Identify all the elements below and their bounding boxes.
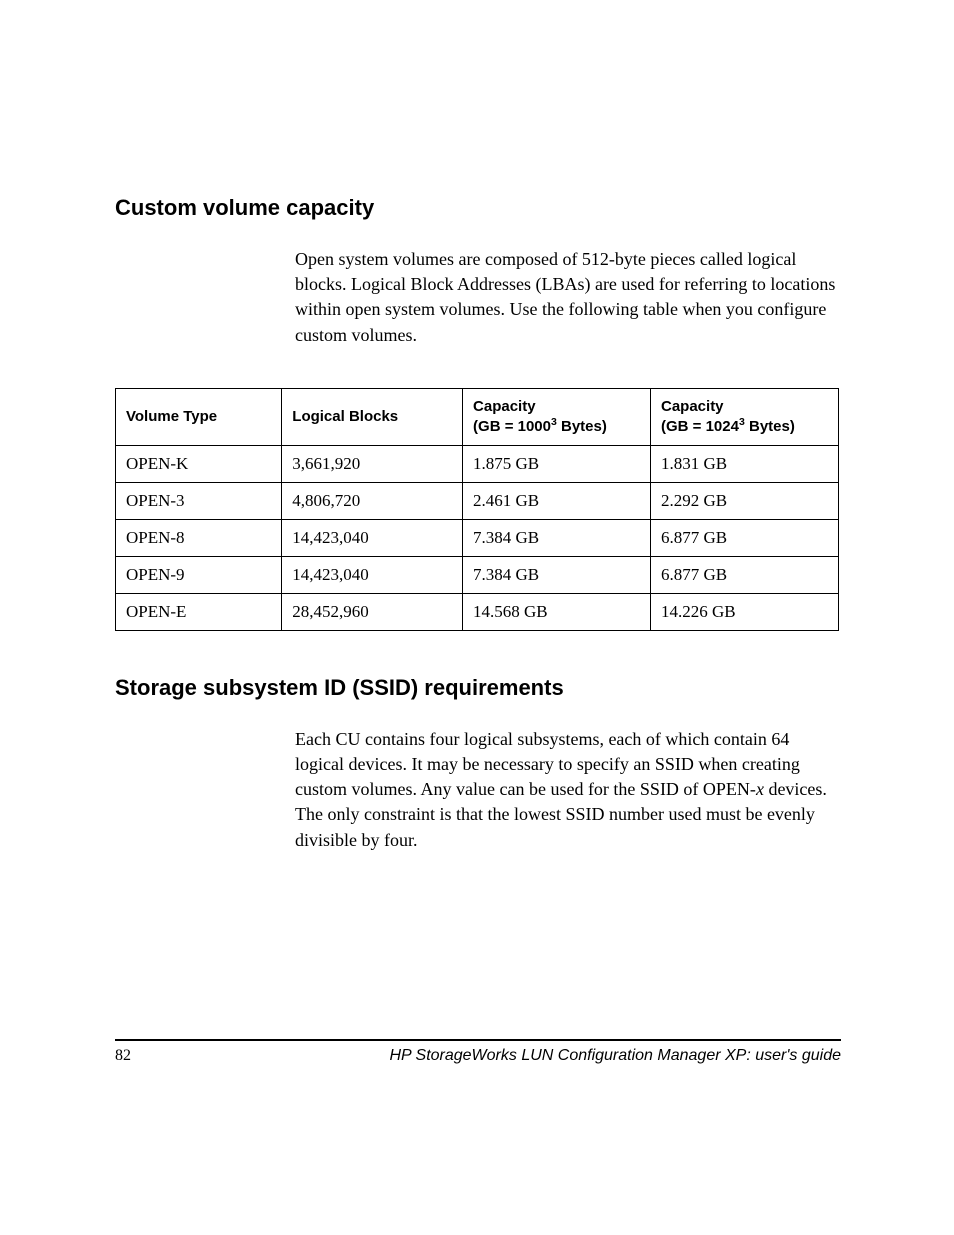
- cell-cap-1024: 14.226 GB: [651, 593, 839, 630]
- col3-formula-b: Bytes): [557, 418, 607, 435]
- para2-italic: x: [756, 779, 764, 799]
- col4-formula-b: Bytes): [745, 418, 795, 435]
- cell-cap-1024: 6.877 GB: [651, 519, 839, 556]
- table-row: OPEN-E 28,452,960 14.568 GB 14.226 GB: [116, 593, 839, 630]
- cell-cap-1000: 14.568 GB: [463, 593, 651, 630]
- cell-volume-type: OPEN-E: [116, 593, 282, 630]
- footer-rule: [115, 1039, 841, 1041]
- cell-cap-1024: 6.877 GB: [651, 556, 839, 593]
- section2-paragraph: Each CU contains four logical subsystems…: [295, 727, 839, 853]
- col-header-capacity-1000: Capacity (GB = 10003 Bytes): [463, 388, 651, 445]
- col4-prefix: Capacity: [661, 398, 724, 415]
- col3-prefix: Capacity: [473, 398, 536, 415]
- table-row: OPEN-3 4,806,720 2.461 GB 2.292 GB: [116, 482, 839, 519]
- table-row: OPEN-8 14,423,040 7.384 GB 6.877 GB: [116, 519, 839, 556]
- cell-logical-blocks: 14,423,040: [282, 519, 463, 556]
- cell-logical-blocks: 28,452,960: [282, 593, 463, 630]
- cell-volume-type: OPEN-8: [116, 519, 282, 556]
- cell-cap-1000: 7.384 GB: [463, 556, 651, 593]
- page-footer: 82 HP StorageWorks LUN Configuration Man…: [115, 1039, 841, 1065]
- col4-formula-a: (GB = 1024: [661, 418, 739, 435]
- col-header-logical-blocks: Logical Blocks: [282, 388, 463, 445]
- cell-cap-1000: 2.461 GB: [463, 482, 651, 519]
- footer-page-number: 82: [115, 1047, 131, 1065]
- section-heading-ssid: Storage subsystem ID (SSID) requirements: [115, 675, 839, 701]
- table-header-row: Volume Type Logical Blocks Capacity (GB …: [116, 388, 839, 445]
- col-header-volume-type: Volume Type: [116, 388, 282, 445]
- cell-volume-type: OPEN-3: [116, 482, 282, 519]
- volume-capacity-table: Volume Type Logical Blocks Capacity (GB …: [115, 388, 839, 631]
- cell-cap-1000: 7.384 GB: [463, 519, 651, 556]
- table-row: OPEN-K 3,661,920 1.875 GB 1.831 GB: [116, 445, 839, 482]
- cell-logical-blocks: 3,661,920: [282, 445, 463, 482]
- cell-cap-1000: 1.875 GB: [463, 445, 651, 482]
- table-row: OPEN-9 14,423,040 7.384 GB 6.877 GB: [116, 556, 839, 593]
- cell-logical-blocks: 4,806,720: [282, 482, 463, 519]
- cell-volume-type: OPEN-K: [116, 445, 282, 482]
- col3-formula-a: (GB = 1000: [473, 418, 551, 435]
- cell-cap-1024: 2.292 GB: [651, 482, 839, 519]
- cell-volume-type: OPEN-9: [116, 556, 282, 593]
- section-heading-custom-volume: Custom volume capacity: [115, 195, 839, 221]
- col-header-capacity-1024: Capacity (GB = 10243 Bytes): [651, 388, 839, 445]
- para2-a: Each CU contains four logical subsystems…: [295, 729, 800, 799]
- section1-paragraph: Open system volumes are composed of 512-…: [295, 247, 839, 348]
- footer-doc-title: HP StorageWorks LUN Configuration Manage…: [389, 1047, 841, 1065]
- cell-cap-1024: 1.831 GB: [651, 445, 839, 482]
- cell-logical-blocks: 14,423,040: [282, 556, 463, 593]
